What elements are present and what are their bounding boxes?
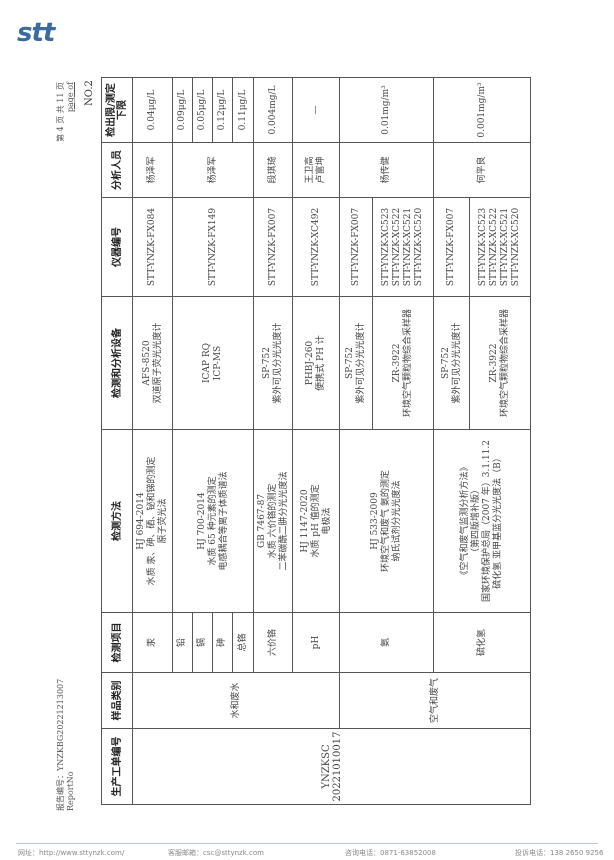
equipment-cell: SP-752 紫外可见分光光度计 (253, 296, 293, 430)
method-cell: HJ 1147-2020 水质 pH 值的测定 电极法 (292, 429, 340, 613)
header-test-method: 检测方法 (101, 429, 133, 613)
instrument-cell: STT-YNZK-FX007 (339, 197, 373, 297)
item-cell: 汞 (132, 612, 173, 673)
analyst-cell: 杨泽军 (172, 142, 254, 198)
header-sample-type: 样品类别 (101, 672, 133, 729)
table-row: YNZKSC 20221010017 水和废水 汞 HJ 694-2014 水质… (132, 77, 531, 805)
page-number-text: 第 4 页 共 11 页 (56, 82, 65, 142)
page-number: 第 4 页 共 11 页 page of (56, 82, 76, 146)
company-logo: stt (17, 18, 55, 48)
footer-consult-phone: 咨询电话：0871-63852008 (345, 849, 436, 857)
analyst-cell: 杨泽军 (132, 142, 173, 198)
header-row: 生产工单编号 样品类别 检测项目 检测方法 检测和分析设备 仪器编号 分析人员 … (101, 77, 133, 805)
footer-email[interactable]: 客服邮箱：csc@sttynzk.com (168, 849, 264, 857)
item-cell: 铅 (172, 612, 193, 673)
item-cell: 硫化氢 (433, 612, 531, 673)
instrument-cell: STT-YNZK-XC523 STT-YNZK-XC522 STT-YNZK-X… (469, 197, 531, 297)
item-cell: 镉 (192, 612, 213, 673)
footer-website[interactable]: 网址：http://www.sttynzk.com/ (18, 849, 125, 857)
limit-cell: 0.004mg/L (253, 77, 293, 143)
header-work-order: 生产工单编号 (101, 728, 133, 805)
table-row: 空气和废气 氨 HJ 533-2009 环境空气和废气 氨的测定 纳氏试剂分光光… (339, 77, 531, 805)
analyst-cell: 王卫高 卢富坤 (292, 142, 340, 198)
equipment-cell: SP-752 紫外可见分光光度计 (339, 296, 373, 430)
analyst-cell: 杨传健 (339, 142, 434, 198)
header-detection-limit: 检出限/测定下限 (101, 77, 133, 143)
equipment-cell: SP-752 紫外可见分光光度计 (433, 296, 470, 430)
work-order-cell: YNZKSC 20221010017 (132, 728, 531, 805)
limit-cell: 0.001mg/m³ (433, 77, 531, 143)
limit-cell: 0.05μg/L (192, 77, 213, 143)
footer-complaint-phone: 投诉电话：138 2650 9256 (515, 849, 604, 857)
item-cell: 氨 (339, 612, 434, 673)
method-cell: HJ 694-2014 水质 汞、砷、硒、铋和锑的测定 原子荧光法 (132, 429, 173, 613)
instrument-cell: STT-YNZK-FX084 (132, 197, 173, 297)
method-cell: GB 7467-87 水质 六价铬的测定 二苯碳酰二肼分光光度法 (253, 429, 293, 613)
instrument-cell: STT-YNZK-FX007 (253, 197, 293, 297)
item-cell: 砷 (212, 612, 233, 673)
sample-type-cell: 空气和废气 (339, 672, 531, 729)
header-analyst: 分析人员 (101, 142, 133, 198)
limit-cell: 0.04μg/L (132, 77, 173, 143)
sample-type-cell: 水和废水 (132, 672, 340, 729)
limit-cell: 0.01mg/m³ (339, 77, 434, 143)
limit-cell: 0.12μg/L (212, 77, 233, 143)
page-number-text-en: page of (66, 82, 75, 113)
report-number: 报告编号：YNZKBG20221213007 ReportNo (56, 676, 76, 811)
item-cell: 总铬 (232, 612, 254, 673)
footer-divider (16, 843, 598, 844)
analyst-cell: 何平良 (433, 142, 531, 198)
instrument-cell: STT-YNZK-XC523 STT-YNZK-XC522 STT-YNZK-X… (372, 197, 434, 297)
report-number-label-en: ReportNo (66, 771, 75, 811)
limit-cell: — (292, 77, 340, 143)
equipment-cell: ZR-3922 环境空气颗粒物综合采样器 (372, 296, 434, 430)
item-cell: pH (292, 612, 340, 673)
form-number: NO.2 (84, 80, 95, 106)
equipment-cell: ZR-3922 环境空气颗粒物综合采样器 (469, 296, 531, 430)
header-test-item: 检测项目 (101, 612, 133, 673)
limit-cell: 0.11μg/L (232, 77, 254, 143)
instrument-cell: STT-YNZK-FX007 (433, 197, 470, 297)
instrument-cell: STT-YNZK-FX149 (172, 197, 254, 297)
test-info-table: 生产工单编号 样品类别 检测项目 检测方法 检测和分析设备 仪器编号 分析人员 … (101, 77, 531, 805)
header-instrument-no: 仪器编号 (101, 197, 133, 297)
equipment-cell: ICAP RQ ICP-MS (172, 296, 254, 430)
equipment-cell: AFS-8520 双道原子荧光光度计 (132, 296, 173, 430)
method-cell: 《空气和废气监测分析方法》 （第四版增补版） 国家环境保护总局（2007 年）3… (433, 429, 531, 613)
report-number-label: 报告编号：YNZKBG20221213007 (56, 678, 65, 811)
analyst-cell: 段琪琦 (253, 142, 293, 198)
method-cell: HJ 533-2009 环境空气和废气 氨的测定 纳氏试剂分光光度法 (339, 429, 434, 613)
header-equipment: 检测和分析设备 (101, 296, 133, 430)
method-cell: HJ 700-2014 水质 65 种元素的测定 电感耦合等离子体质谱法 (172, 429, 254, 613)
equipment-cell: PHBJ-260 便携式 PH 计 (292, 296, 340, 430)
limit-cell: 0.09μg/L (172, 77, 193, 143)
instrument-cell: STT-YNZK-XC492 (292, 197, 340, 297)
item-cell: 六价铬 (253, 612, 293, 673)
